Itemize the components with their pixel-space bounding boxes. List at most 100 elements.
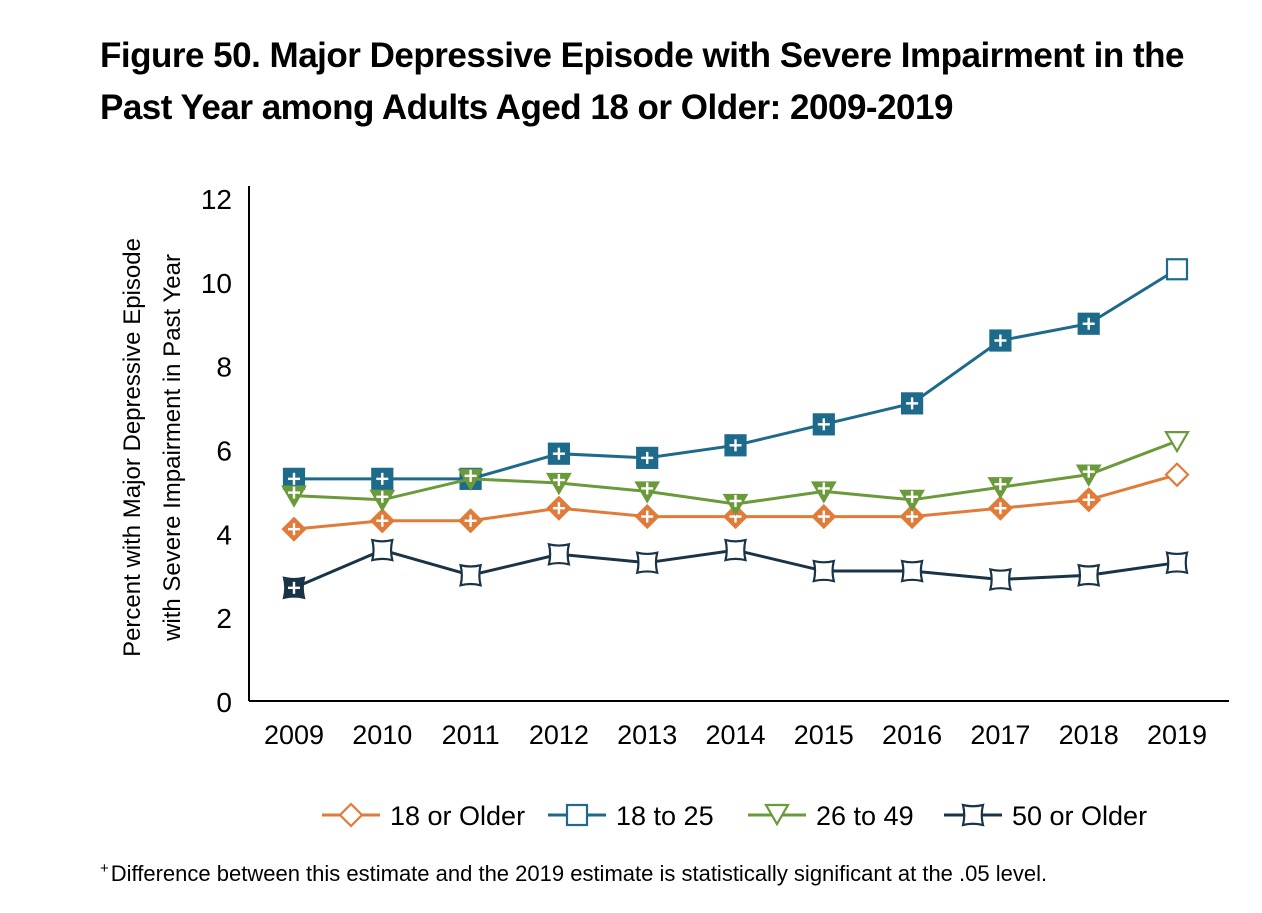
legend-label: 50 or Older: [1012, 801, 1147, 831]
series-marker: [961, 803, 985, 827]
pinched-square-marker: [961, 803, 985, 827]
significance-plus: [729, 439, 742, 452]
significance-plus: [817, 510, 830, 523]
triangle-marker: [1164, 431, 1190, 454]
y-tick-label: 6: [216, 436, 232, 467]
pinched-square-marker: [370, 538, 394, 562]
series-18-or-older: [281, 462, 1190, 542]
significance-plus: [641, 482, 654, 495]
significance-plus: [288, 486, 300, 499]
square-marker: [565, 803, 589, 827]
diamond-marker: [338, 802, 364, 828]
x-tick-label: 2010: [352, 720, 412, 750]
significance-plus: [552, 502, 565, 515]
significance-plus: [1082, 493, 1095, 506]
significance-plus: [1082, 465, 1095, 478]
chart-title: Figure 50. Major Depressive Episode with…: [100, 36, 1184, 127]
y-tick-label: 10: [201, 268, 232, 299]
y-axis-title-line: with Severe Impairment in Past Year: [159, 254, 186, 642]
significance-plus: [994, 502, 1007, 515]
legend-label: 18 to 25: [616, 801, 714, 831]
significance-plus: [906, 490, 919, 503]
series-18-to-25: [282, 258, 1189, 490]
series-marker: [1164, 431, 1190, 454]
series-marker: [565, 803, 589, 827]
pinched-square-marker: [723, 538, 748, 562]
x-tick-label: 2017: [970, 720, 1030, 750]
x-tick-label: 2011: [442, 720, 500, 750]
significance-plus: [552, 474, 565, 487]
significance-plus: [906, 510, 919, 523]
triangle-marker: [764, 803, 790, 827]
diamond-marker: [1164, 462, 1190, 488]
series-marker: [988, 567, 1012, 591]
significance-plus: [817, 482, 830, 495]
y-tick-label: 8: [216, 352, 232, 383]
significance-plus: [817, 418, 830, 431]
x-tick-label: 2012: [529, 720, 589, 750]
x-tick-label: 2018: [1059, 720, 1119, 750]
pinched-square-marker: [900, 559, 924, 583]
pinched-square-marker: [459, 563, 483, 587]
footnote-text: Difference between this estimate and the…: [110, 861, 1048, 886]
legend-item: 18 or Older: [322, 801, 525, 831]
series-26-to-49: [281, 431, 1190, 517]
significance-plus: [288, 523, 300, 536]
pinched-square-marker: [1077, 563, 1101, 587]
significance-plus: [994, 334, 1007, 347]
y-tick-label: 12: [201, 184, 232, 215]
y-tick-label: 0: [216, 687, 232, 718]
series-marker: [1077, 563, 1101, 587]
legend-label: 18 or Older: [390, 801, 525, 831]
footnote-symbol: +: [100, 860, 109, 877]
y-axis-title: Percent with Major Depressive Episode wit…: [119, 238, 186, 657]
series-marker: [635, 551, 659, 575]
x-tick-label: 2015: [794, 720, 854, 750]
significance-plus: [729, 494, 742, 507]
significance-plus: [376, 514, 389, 527]
significance-plus: [994, 478, 1007, 491]
y-tick-label: 2: [216, 603, 232, 634]
pinched-square-marker: [1165, 551, 1189, 575]
significance-plus: [1082, 317, 1095, 330]
series-marker: [1165, 258, 1189, 281]
significance-plus: [464, 514, 477, 527]
x-tick-label: 2009: [264, 720, 324, 750]
pinched-square-marker: [812, 559, 836, 583]
pinched-square-marker: [547, 542, 571, 566]
legend-item: 26 to 49: [748, 801, 914, 831]
y-axis-title-line: Percent with Major Depressive Episode: [119, 238, 146, 657]
series-marker: [900, 559, 924, 583]
y-tick-label: 4: [216, 519, 232, 550]
series-lines: [281, 258, 1190, 600]
series-marker: [764, 803, 790, 827]
significance-plus: [906, 397, 919, 410]
x-tick-label: 2016: [882, 720, 942, 750]
significance-plus: [641, 451, 654, 464]
series-marker: [459, 563, 483, 587]
chart-axes: 0 2 4 6 8 10 12 2009 2010 2011 2012 2013 2014 2015 201…: [201, 184, 1229, 750]
significance-plus: [288, 581, 300, 594]
series-marker: [1165, 551, 1189, 575]
series-marker: [1164, 462, 1190, 488]
series-marker: [812, 559, 836, 583]
series-50-or-older: [282, 538, 1189, 600]
legend-item: 18 to 25: [548, 801, 714, 831]
series-marker: [547, 542, 571, 566]
significance-plus: [376, 490, 389, 503]
footnote: +Difference between this estimate and th…: [100, 860, 1047, 887]
legend-label: 26 to 49: [816, 801, 914, 831]
x-tick-label: 2014: [705, 720, 765, 750]
legend-item: 50 or Older: [944, 801, 1147, 831]
significance-plus: [552, 447, 565, 460]
pinched-square-marker: [988, 567, 1012, 591]
x-tick-label: 2019: [1147, 720, 1207, 750]
pinched-square-marker: [635, 551, 659, 575]
square-marker: [1165, 258, 1189, 281]
significance-plus: [376, 472, 389, 485]
series-marker: [723, 538, 748, 562]
legend: 18 or Older 18 to 25 26 to 49 50 or Older: [322, 801, 1147, 831]
series-marker: [338, 802, 364, 828]
significance-plus: [288, 472, 300, 485]
